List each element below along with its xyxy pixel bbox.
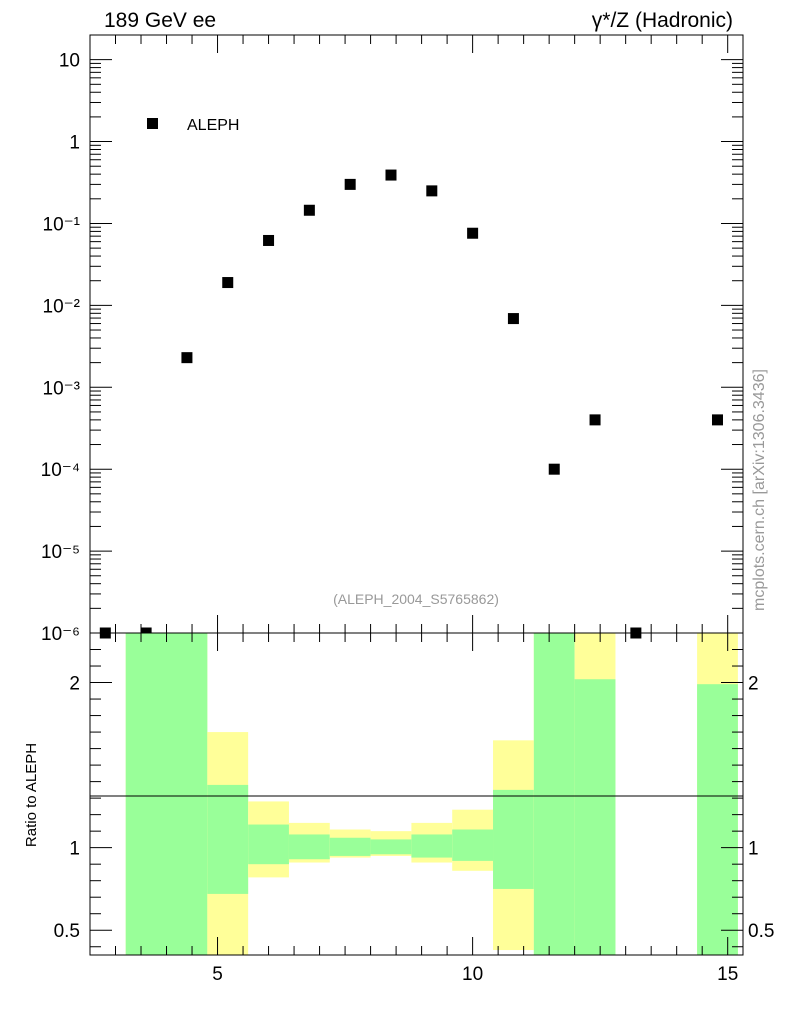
source-watermark: mcplots.cern.ch [arXiv:1306.3436] bbox=[751, 369, 768, 611]
ratio-panel: 0.5 0.5 1 1 2 2 5 10 15 Ratio to ALEPH bbox=[23, 632, 774, 985]
ratio-band-inner-1 bbox=[207, 784, 249, 894]
main-y-tick-label: 10⁻² bbox=[43, 296, 81, 317]
data-point-10 bbox=[507, 313, 519, 325]
main-y-tick-label: 10⁻⁴ bbox=[41, 460, 80, 481]
ratio-band-inner-3 bbox=[288, 834, 330, 860]
process-label: γ*/Z (Hadronic) bbox=[592, 9, 733, 32]
data-point-9 bbox=[467, 227, 479, 239]
data-point-7 bbox=[385, 169, 397, 181]
ratio-band-inner-8 bbox=[493, 789, 534, 889]
legend: ALEPH bbox=[147, 117, 239, 134]
ratio-y-tick-label-left: 1 bbox=[69, 839, 80, 860]
data-point-3 bbox=[222, 277, 234, 289]
ratio-band-inner-5 bbox=[370, 839, 412, 855]
ratio-y-tick-label-left: 2 bbox=[69, 674, 80, 695]
ratio-band-inner-10 bbox=[574, 679, 616, 955]
data-point-14 bbox=[711, 414, 723, 426]
ratio-bands bbox=[125, 633, 738, 955]
data-point-2 bbox=[181, 352, 193, 364]
main-y-tick-label: 10⁻⁶ bbox=[41, 624, 80, 645]
main-y-tick-label: 10⁻³ bbox=[43, 378, 81, 399]
x-tick-label: 5 bbox=[212, 964, 223, 985]
data-point-4 bbox=[263, 234, 275, 246]
ratio-axis-ticks: 0.5 0.5 1 1 2 2 5 10 15 bbox=[54, 633, 774, 985]
data-point-6 bbox=[344, 178, 356, 190]
data-point-11 bbox=[548, 463, 560, 475]
main-data-points bbox=[99, 169, 723, 639]
ratio-band-inner-9 bbox=[533, 633, 575, 955]
ratio-band-inner-11 bbox=[697, 684, 738, 955]
ratio-y-tick-label-right: 1 bbox=[748, 839, 759, 860]
legend-marker bbox=[147, 118, 158, 129]
ratio-y-tick-label-right: 2 bbox=[748, 674, 759, 695]
main-y-tick-label: 1 bbox=[69, 133, 80, 154]
ratio-band-inner-6 bbox=[411, 834, 453, 858]
main-y-tick-label: 10⁻¹ bbox=[43, 214, 81, 235]
beam-label: 189 GeV ee bbox=[104, 9, 216, 32]
main-y-tick-label: 10⁻⁵ bbox=[41, 542, 80, 563]
main-axis-ticks: 10 1 10⁻¹ 10⁻² 10⁻³ 10⁻⁴ 10⁻⁵ 10⁻⁶ bbox=[41, 34, 743, 645]
x-tick-label: 15 bbox=[717, 964, 738, 985]
main-panel: 10 1 10⁻¹ 10⁻² 10⁻³ 10⁻⁴ 10⁻⁵ 10⁻⁶ (ALEPH_2004_… bbox=[41, 34, 744, 645]
ratio-band-inner-2 bbox=[248, 824, 289, 865]
legend-label: ALEPH bbox=[187, 117, 239, 134]
main-y-tick-label: 10 bbox=[59, 51, 80, 72]
ratio-y-tick-label-right: 0.5 bbox=[748, 921, 774, 942]
data-point-5 bbox=[303, 204, 315, 216]
ratio-frame bbox=[89, 632, 744, 956]
ratio-band-inner-7 bbox=[452, 829, 494, 861]
ratio-band-inner-0 bbox=[125, 633, 208, 955]
analysis-label: (ALEPH_2004_S5765862) bbox=[333, 591, 499, 607]
x-tick-label: 10 bbox=[462, 964, 483, 985]
ratio-band-inner-4 bbox=[329, 837, 371, 856]
data-point-8 bbox=[426, 185, 438, 197]
ratio-axis-label: Ratio to ALEPH bbox=[23, 743, 40, 847]
data-point-12 bbox=[589, 414, 601, 426]
ratio-y-tick-label-left: 0.5 bbox=[54, 921, 80, 942]
